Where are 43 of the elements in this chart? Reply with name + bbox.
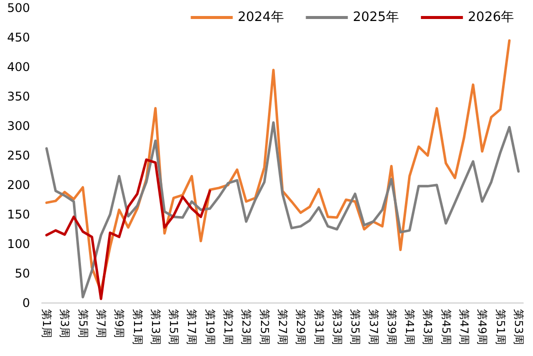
x-tick-label: 第39周	[384, 309, 398, 345]
legend-label: 2025年	[352, 10, 399, 25]
y-tick-label: 500	[7, 1, 30, 15]
x-tick-label: 第33周	[330, 309, 344, 345]
x-tick-label: 第17周	[185, 309, 198, 345]
x-tick-label: 第31周	[312, 309, 326, 345]
y-tick-label: 450	[7, 30, 30, 44]
x-tick-label: 第45周	[439, 309, 452, 345]
y-tick-label: 400	[7, 60, 30, 74]
x-tick-label: 第21周	[222, 309, 235, 345]
y-tick-label: 150	[7, 208, 30, 222]
x-tick-label: 第7周	[94, 309, 108, 338]
x-tick-label: 第3周	[58, 309, 72, 338]
x-tick-label: 第41周	[403, 309, 416, 345]
x-tick-label: 第53周	[512, 309, 525, 345]
y-tick-label: 250	[7, 148, 30, 162]
x-tick-label: 第15周	[167, 309, 180, 345]
x-tick-label: 第1周	[40, 309, 54, 338]
x-tick-label: 第43周	[421, 309, 434, 345]
legend-label: 2024年	[238, 10, 284, 25]
line-series	[45, 121, 520, 298]
x-tick-label: 第35周	[348, 309, 362, 345]
y-tick-label: 100	[7, 237, 30, 251]
y-tick-label: 350	[7, 90, 30, 104]
x-tick-label: 第47周	[458, 309, 471, 345]
x-tick-label: 第25周	[258, 309, 271, 345]
x-tick-label: 第23周	[240, 309, 253, 345]
x-tick-label: 第49周	[476, 309, 489, 345]
y-tick-label: 0	[22, 296, 30, 310]
y-tick-label: 50	[14, 266, 30, 280]
y-tick-label: 200	[7, 178, 30, 192]
legend-label: 2026年	[468, 10, 514, 25]
y-tick-label: 300	[7, 119, 30, 133]
x-tick-label: 第37周	[366, 309, 380, 345]
x-tick-label: 第9周	[112, 309, 126, 338]
x-tick-label: 第5周	[76, 309, 90, 338]
x-tick-label: 第13周	[148, 309, 162, 345]
x-tick-label: 第19周	[203, 309, 216, 345]
x-tick-label: 第29周	[294, 309, 308, 345]
x-tick-label: 第27周	[276, 309, 289, 345]
line-series	[45, 158, 212, 300]
x-tick-label: 第11周	[130, 309, 144, 345]
x-tick-label: 第51周	[494, 309, 507, 345]
